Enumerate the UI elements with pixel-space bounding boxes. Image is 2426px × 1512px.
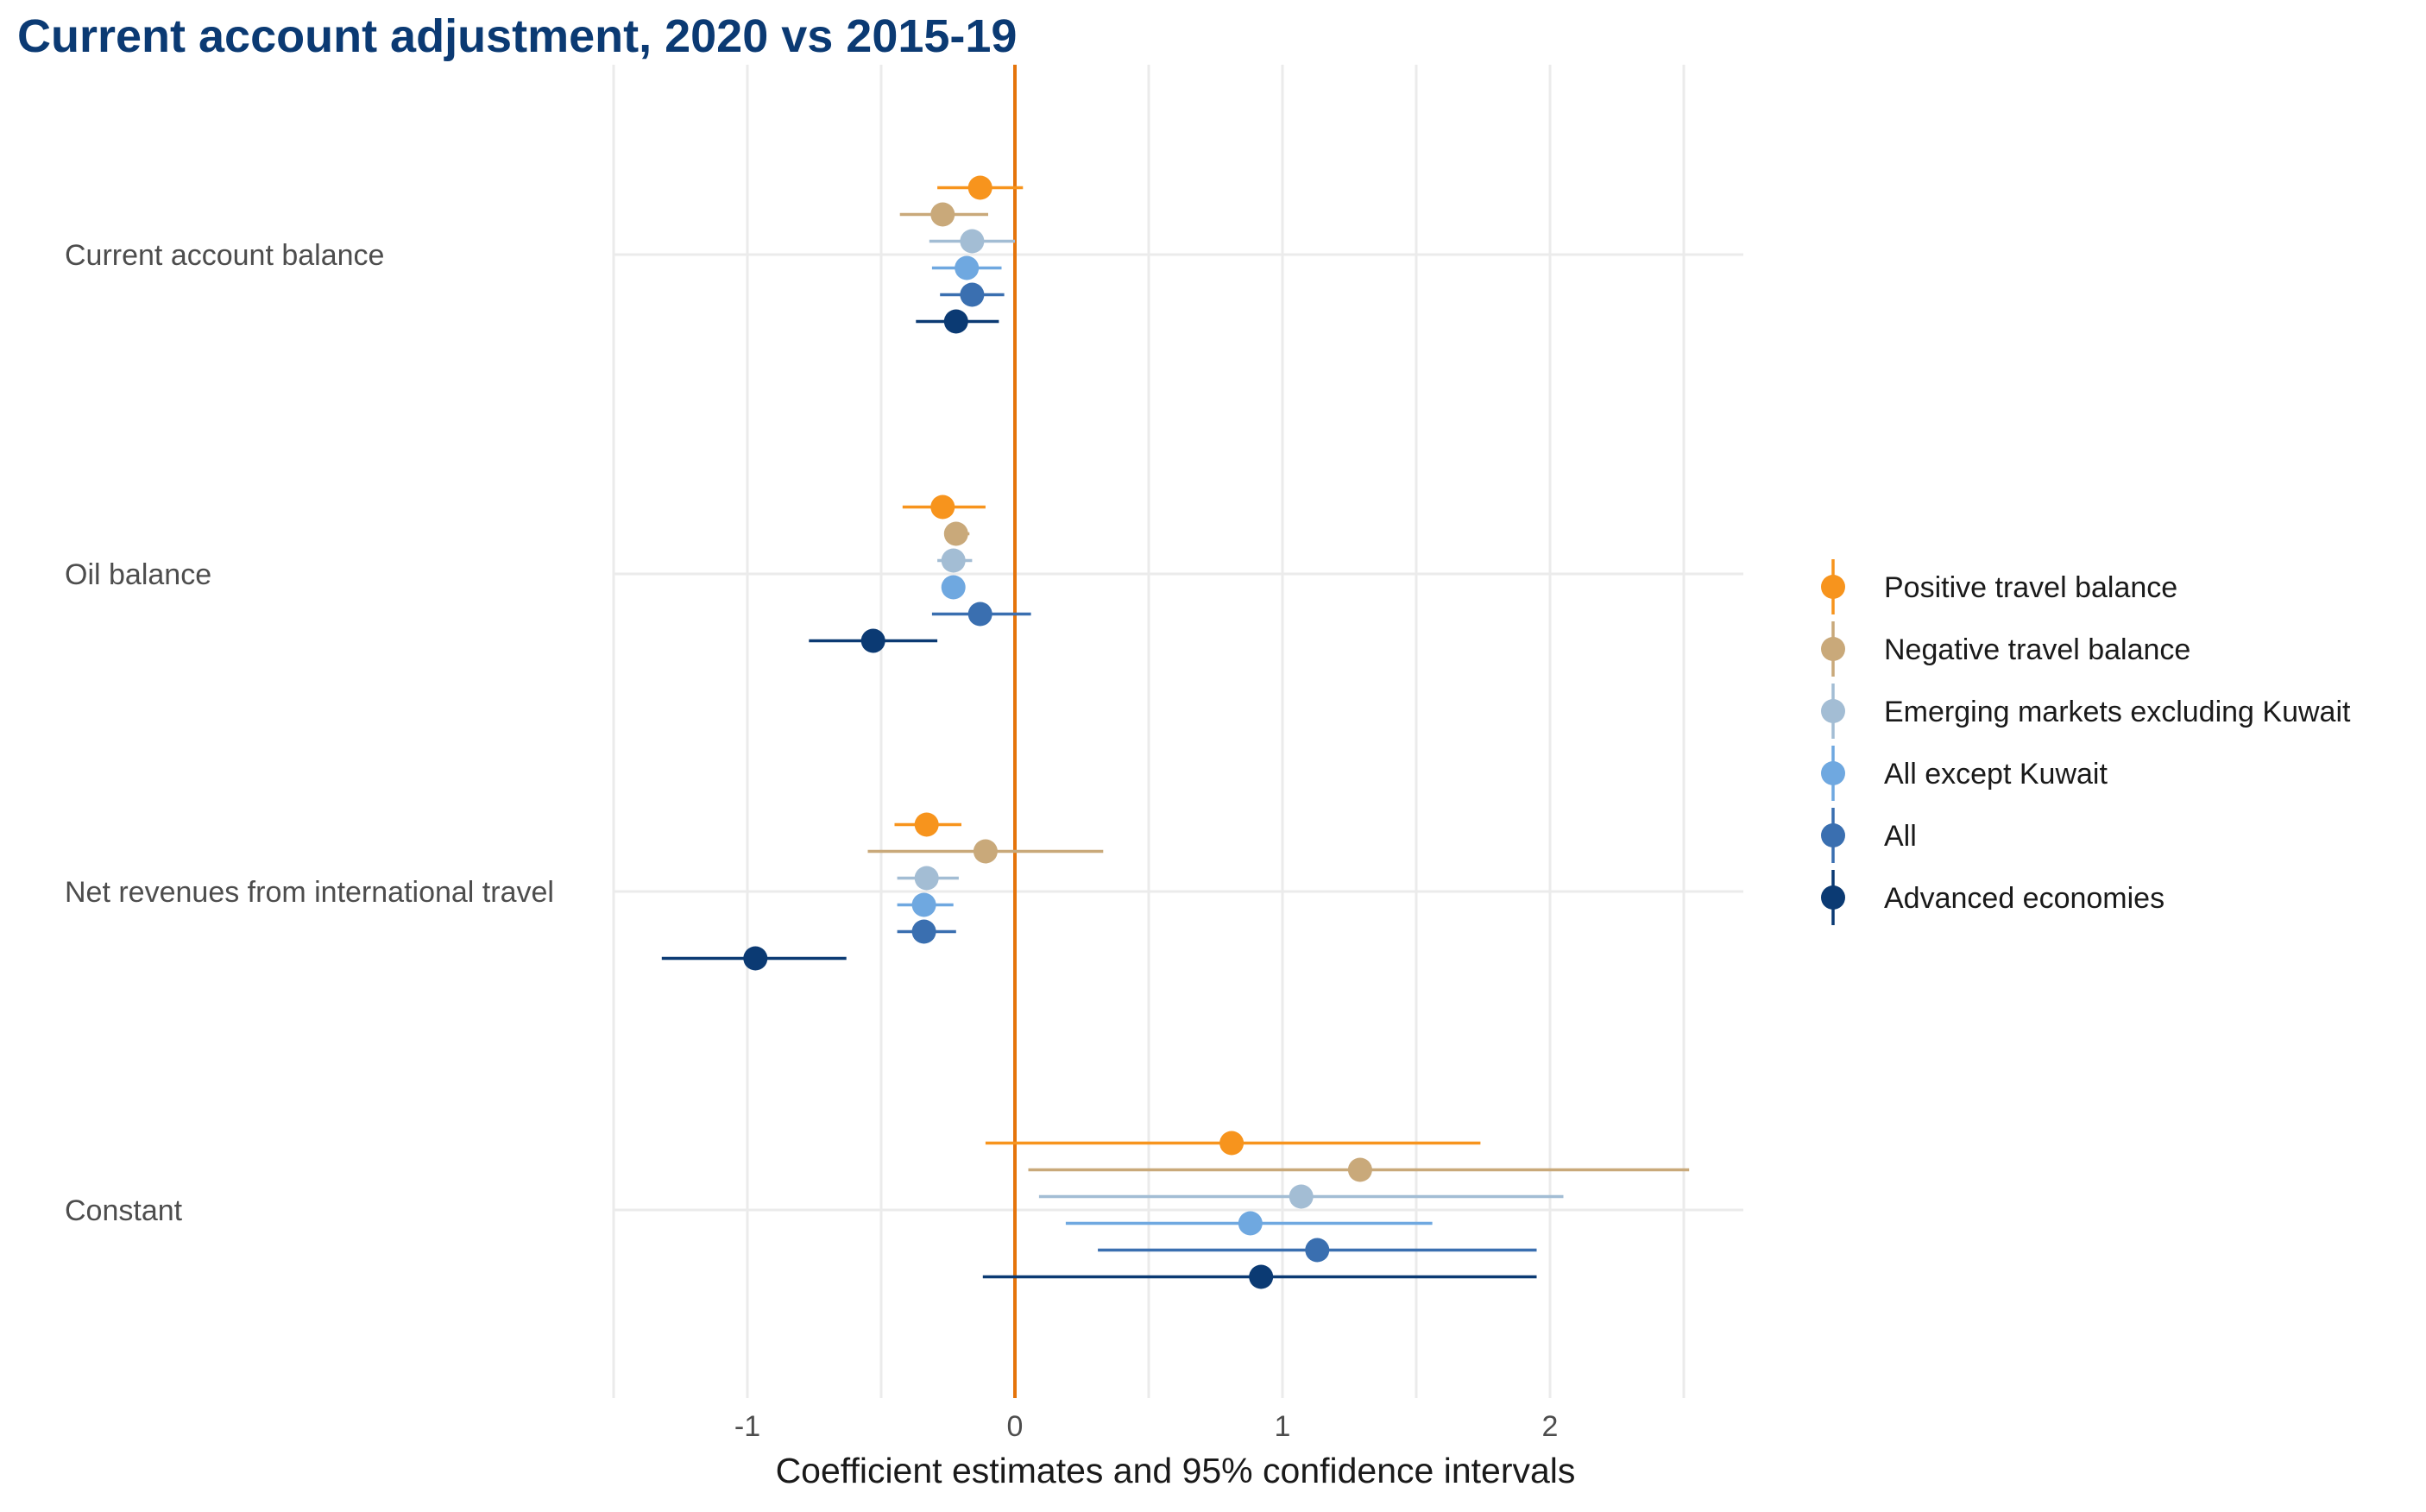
legend-key-point — [1821, 823, 1845, 847]
x-tick-label: 1 — [1275, 1410, 1291, 1443]
legend-key-point — [1821, 699, 1845, 723]
estimate-point — [973, 839, 998, 864]
x-axis-label: Coefficient estimates and 95% confidence… — [776, 1451, 1576, 1490]
legend-label: Advanced economies — [1884, 882, 2164, 915]
estimate-point — [1238, 1211, 1263, 1236]
legend-key-point — [1821, 637, 1845, 661]
estimate-point — [930, 495, 955, 520]
legend-key-point — [1821, 761, 1845, 785]
category-label: Current account balance — [65, 239, 384, 272]
grid — [612, 65, 1743, 1398]
estimate-point — [1347, 1157, 1372, 1182]
legend-label: Positive travel balance — [1884, 571, 2177, 604]
estimate-point — [743, 946, 768, 971]
estimate-point — [1305, 1238, 1330, 1263]
legend-key-point — [1821, 885, 1845, 910]
estimate-point — [943, 521, 968, 546]
estimate-point — [960, 229, 985, 254]
estimate-point — [967, 602, 992, 627]
estimate-point — [941, 548, 966, 573]
estimate-point — [860, 628, 885, 653]
estimate-point — [1219, 1131, 1245, 1156]
estimate-point — [943, 309, 968, 334]
category-labels: Current account balance Oil balance Net re… — [65, 239, 554, 1227]
estimate-point — [955, 255, 980, 280]
estimate-point — [960, 282, 985, 307]
estimate-point — [911, 919, 936, 944]
legend: Positive travel balance Negative travel b… — [1821, 559, 2351, 925]
category-label: Net revenues from international travel — [65, 876, 554, 909]
estimate-point — [941, 575, 966, 600]
x-axis-ticks: -1 0 1 2 — [734, 1410, 1559, 1443]
legend-label: Emerging markets excluding Kuwait — [1884, 696, 2351, 728]
legend-label: All except Kuwait — [1884, 758, 2108, 791]
category-label: Constant — [65, 1194, 183, 1227]
x-tick-label: -1 — [734, 1410, 760, 1443]
x-tick-label: 2 — [1542, 1410, 1559, 1443]
estimate-point — [1249, 1264, 1274, 1289]
estimate-point — [930, 202, 955, 227]
chart-title: Current account adjustment, 2020 vs 2015… — [17, 10, 1017, 62]
estimate-point — [1289, 1184, 1314, 1209]
estimate-point — [967, 175, 992, 200]
estimate-point — [911, 892, 936, 917]
data-marks — [661, 175, 1690, 1289]
estimate-point — [914, 812, 939, 837]
x-tick-label: 0 — [1007, 1410, 1024, 1443]
legend-label: Negative travel balance — [1884, 633, 2190, 666]
legend-key-point — [1821, 575, 1845, 599]
category-label: Oil balance — [65, 558, 211, 591]
legend-label: All — [1884, 820, 1917, 853]
estimate-point — [914, 866, 939, 891]
